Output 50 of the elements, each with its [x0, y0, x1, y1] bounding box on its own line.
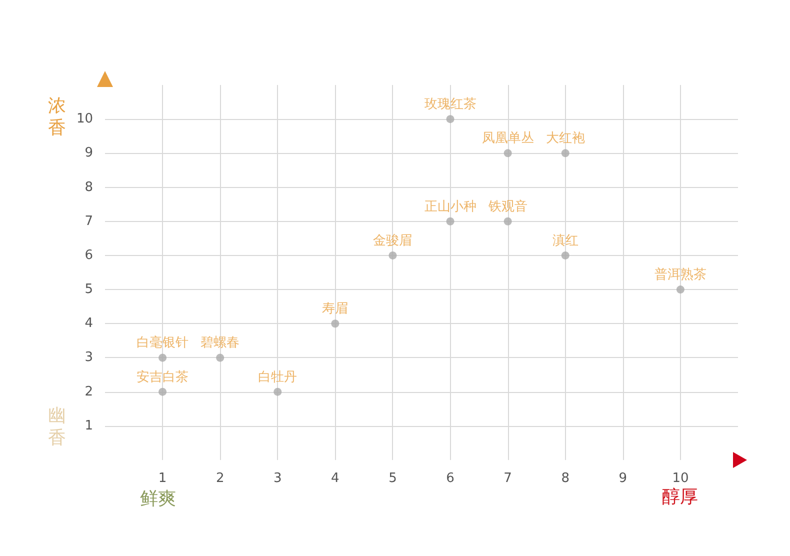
x-tick-label: 9 — [618, 471, 628, 486]
series-label: 玫瑰红茶 — [424, 97, 476, 112]
point — [446, 115, 454, 124]
y-tick-label: 6 — [84, 248, 93, 263]
x-tick-label: 4 — [331, 471, 340, 486]
x-tick-label: 3 — [273, 471, 282, 486]
point — [504, 149, 512, 158]
point — [331, 320, 340, 328]
series-label: 凤凰单丛 — [482, 131, 534, 146]
x-tick-label: 2 — [216, 471, 224, 486]
point — [274, 388, 282, 396]
point — [216, 354, 224, 362]
series-label: 碧螺春 — [200, 336, 240, 351]
y-tick-label: 7 — [84, 214, 93, 229]
series-label: 金骏眉 — [373, 233, 412, 248]
series-label: 白牡丹 — [258, 370, 298, 385]
series-label: 普洱熟茶 — [654, 266, 706, 283]
series-label: 大红袍 — [546, 131, 585, 146]
y-tick-label: 10 — [76, 112, 93, 127]
point — [158, 354, 167, 362]
y-tick-label: 1 — [84, 418, 93, 434]
y-tick-label: 5 — [84, 282, 93, 298]
series-label: 寿眉 — [322, 302, 348, 317]
point — [388, 251, 397, 260]
point — [676, 286, 684, 294]
point — [561, 251, 570, 260]
y-tick-label: 9 — [84, 146, 93, 161]
point — [504, 217, 512, 226]
x-tick-label: 5 — [388, 471, 397, 486]
point — [561, 149, 570, 158]
y-axis-title: 浓香 — [48, 96, 66, 138]
y-tick-label: 3 — [84, 350, 93, 366]
x-tick-label: 1 — [158, 471, 167, 486]
point — [158, 388, 167, 396]
point — [446, 217, 454, 226]
x-axis-title: 醇厚 — [662, 486, 698, 508]
series-label: 正山小种 — [424, 199, 476, 214]
series-label: 滇红 — [552, 233, 578, 248]
y-tick-label: 8 — [84, 180, 93, 195]
series-label: 铁观音 — [487, 199, 528, 214]
x-tick-label: 10 — [672, 471, 689, 486]
text: 幽香 — [48, 406, 66, 448]
text: 鲜爽 — [140, 488, 176, 510]
x-tick-label: 8 — [561, 471, 570, 486]
x-tick-label: 7 — [504, 471, 512, 486]
y-tick-label: 2 — [84, 384, 93, 400]
series-label: 安吉白茶 — [136, 368, 189, 385]
series-label: 白毫银针 — [136, 334, 189, 351]
x-tick-label: 6 — [446, 471, 454, 486]
y-tick-label: 4 — [84, 316, 93, 332]
